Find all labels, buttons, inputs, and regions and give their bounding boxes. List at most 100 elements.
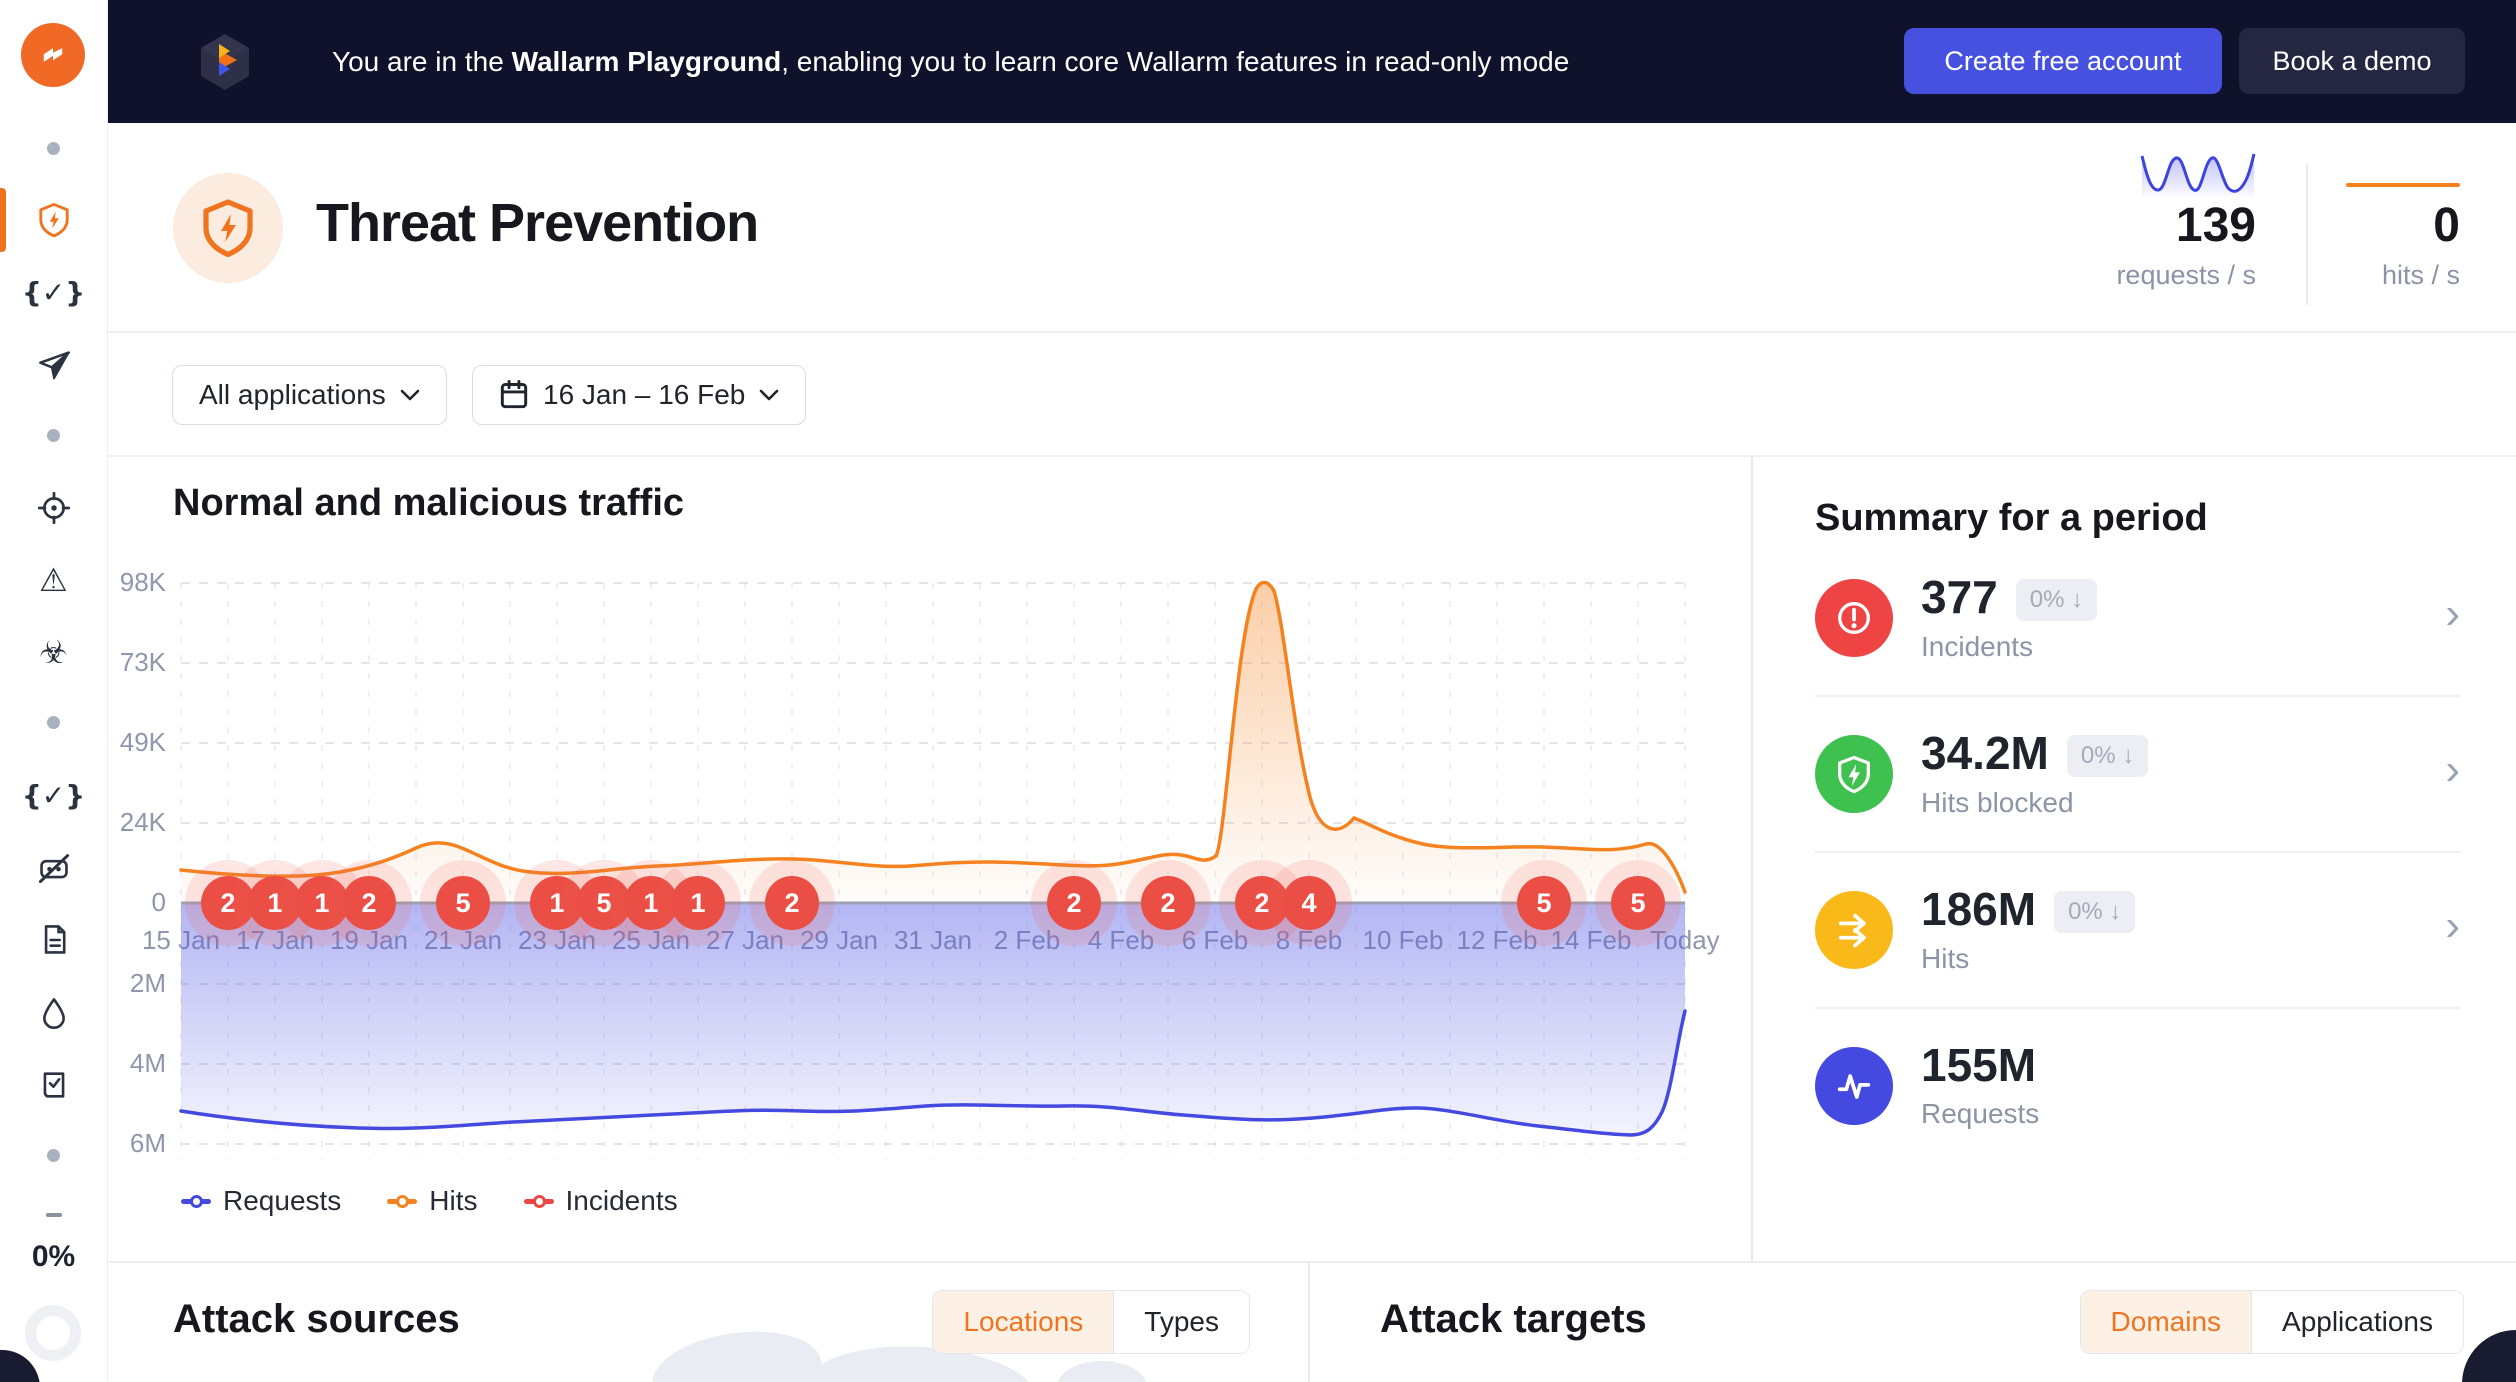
dot-icon [47, 715, 60, 729]
incident-marker-25-Jan[interactable]: 1 [608, 860, 694, 946]
book-a-demo-button[interactable]: Book a demo [2239, 28, 2465, 94]
attack-targets-tab-domains[interactable]: Domains [2080, 1291, 2252, 1353]
applications-dropdown-value: All applications [199, 379, 386, 410]
legend-label: Incidents [565, 1185, 678, 1216]
chevron-right-icon: › [2445, 745, 2460, 794]
divider-under-filters [107, 455, 2516, 457]
summary-row-hits[interactable]: 186M 0% ↓ Hits › [1815, 853, 2460, 1009]
y-axis-tick: 49K [119, 727, 166, 757]
sidebar-item-dot [0, 693, 107, 751]
trend-badge: 0% ↓ [2015, 578, 2098, 621]
page-title: Threat Prevention [316, 193, 759, 253]
incident-marker-16-Jan[interactable]: 2 [185, 860, 271, 946]
robot-disabled-icon [38, 854, 69, 884]
attack-sources-tab-types[interactable]: Types [1113, 1291, 1249, 1353]
trend-badge: 0% ↓ [2066, 734, 2149, 777]
divider-chart-summary [1751, 457, 1753, 1261]
dash-icon [45, 1213, 62, 1217]
sidebar-item-water-drop[interactable] [0, 984, 107, 1042]
sidebar-item-book-check[interactable] [0, 1056, 107, 1114]
sidebar-item-target[interactable] [0, 479, 107, 537]
threat-prevention-icon [173, 173, 283, 283]
incident-marker-5-Feb[interactable]: 2 [1125, 860, 1211, 946]
summary-value: 377 [1921, 570, 1998, 623]
applications-dropdown[interactable]: All applications [172, 365, 447, 425]
requests-rate-label: requests / s [2116, 260, 2256, 290]
sidebar-item-braces-check[interactable]: {✓} [0, 263, 107, 321]
requests-area [181, 903, 1685, 1135]
chevron-right-icon: › [2445, 589, 2460, 638]
incident-marker-15-Feb[interactable]: 5 [1595, 860, 1681, 946]
biohazard-icon: ☣ [39, 633, 68, 671]
sidebar-item-robot-disabled[interactable] [0, 839, 107, 897]
hits-sparkline-flat [2346, 183, 2460, 187]
sidebar-item-shield-bolt-active[interactable] [0, 191, 107, 249]
sidebar-item-dot [0, 119, 107, 177]
incident-marker-26-Jan[interactable]: 1 [655, 860, 741, 946]
dot-icon [47, 141, 60, 155]
summary-row-hits-blocked[interactable]: 34.2M 0% ↓ Hits blocked › [1815, 697, 2460, 853]
summary-row-requests[interactable]: 155M Requests [1815, 1009, 2460, 1163]
sidebar-item-document[interactable] [0, 911, 107, 969]
sidebar: {✓} ⚠ ☣ {✓} 0% [0, 0, 108, 1382]
playground-cube-icon [201, 33, 249, 90]
trend-badge: 0% ↓ [2054, 890, 2136, 933]
hits-rate: 0 [2433, 199, 2460, 252]
loading-ring [25, 1305, 81, 1361]
incident-marker-19-Jan[interactable]: 2 [326, 860, 412, 946]
attack-targets-panel: Attack targets [1308, 1261, 2516, 1382]
incident-marker-21-Jan[interactable]: 5 [420, 860, 506, 946]
sidebar-item-dot [0, 1126, 107, 1184]
requests-sparkline [2140, 153, 2256, 196]
date-range-value: 16 Jan – 16 Feb [543, 379, 746, 410]
wallarm-logo-icon [43, 48, 63, 62]
usage-percent: 0% [31, 1240, 76, 1273]
sidebar-item-warning-triangle[interactable]: ⚠ [0, 551, 107, 609]
chevron-down-icon [400, 389, 420, 401]
legend-item-incidents[interactable]: Incidents [523, 1185, 678, 1217]
braces-check-icon: {✓} [21, 778, 86, 812]
sidebar-item-biohazard[interactable]: ☣ [0, 623, 107, 681]
attack-targets-tab-applications[interactable]: Applications [2251, 1291, 2463, 1353]
alert-circle-icon [1815, 579, 1893, 657]
shield-bolt-icon [1815, 735, 1893, 813]
divider-under-header [107, 331, 2516, 333]
summary-label: Incidents [1921, 630, 2034, 662]
playground-banner: You are in the Wallarm Playground, enabl… [107, 0, 2516, 123]
sidebar-item-dot [0, 406, 107, 464]
summary-texts: 155M Requests [1921, 1042, 2039, 1130]
incident-marker-28-Jan[interactable]: 2 [749, 860, 835, 946]
summary-label: Requests [1921, 1098, 2040, 1129]
legend-item-requests[interactable]: Requests [181, 1185, 341, 1217]
summary-texts: 34.2M 0% ↓ Hits blocked [1921, 730, 2149, 819]
incident-marker-7-Feb[interactable]: 2 [1219, 860, 1305, 946]
chat-widget-corner[interactable] [0, 1350, 40, 1382]
world-map-decoration [1057, 1361, 1147, 1382]
y-axis-tick: 0 [151, 887, 166, 917]
legend-label: Requests [223, 1185, 342, 1216]
summary-texts: 186M 0% ↓ Hits [1921, 886, 2136, 975]
divider-above-attacks [107, 1261, 2516, 1263]
chart-legend: Requests Hits Incidents [181, 1185, 678, 1217]
y-axis-tick: 98K [119, 567, 166, 597]
incident-marker-3-Feb[interactable]: 2 [1031, 860, 1117, 946]
attack-sources-title: Attack sources [173, 1297, 460, 1341]
sidebar-item-paper-plane[interactable] [0, 336, 107, 394]
y-axis-tick: 2M [129, 968, 166, 998]
summary-row-incidents[interactable]: 377 0% ↓ Incidents › [1815, 541, 2460, 697]
legend-item-hits[interactable]: Hits [387, 1185, 478, 1217]
date-range-dropdown[interactable]: 16 Jan – 16 Feb [472, 365, 807, 425]
wallarm-logo[interactable] [21, 23, 85, 87]
incident-marker-17-Jan[interactable]: 1 [232, 860, 318, 946]
world-map-decoration [647, 1321, 827, 1382]
create-free-account-button[interactable]: Create free account [1904, 28, 2222, 94]
y-axis-tick: 4M [129, 1048, 166, 1078]
sidebar-item-braces-check[interactable]: {✓} [0, 766, 107, 824]
summary-panel: Summary for a period 377 0% ↓ Incidents › 34… [1815, 455, 2460, 1163]
legend-glyph [387, 1195, 418, 1208]
attack-sources-tab-locations[interactable]: Locations [933, 1291, 1114, 1353]
incident-marker-13-Feb[interactable]: 5 [1501, 860, 1587, 946]
banner-message: You are in the Wallarm Playground, enabl… [332, 45, 1570, 77]
incident-marker-8-Feb[interactable]: 4 [1266, 860, 1352, 946]
